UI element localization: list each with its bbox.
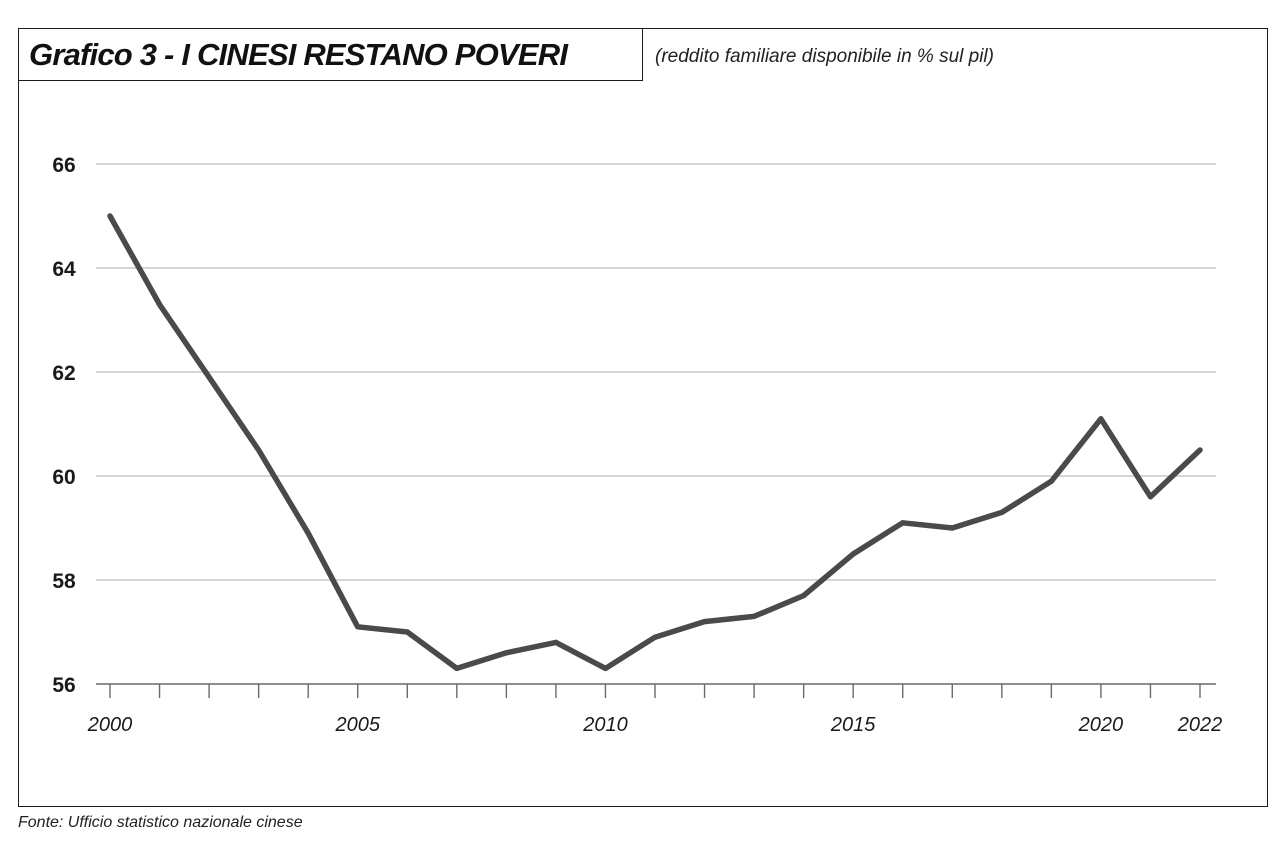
x-tick-label-2000: 2000 [87, 714, 133, 736]
y-tick-label-60: 60 [52, 466, 75, 489]
data-point-2010 [602, 665, 608, 671]
x-tick-label-2015: 2015 [830, 714, 876, 736]
data-point-2019 [1048, 478, 1054, 484]
y-tick-label-56: 56 [52, 674, 75, 697]
x-axis-tick-labels: 2000 2005 2010 2015 2020 2022 [87, 714, 1223, 736]
chart-title: Grafico 3 - I CINESI RESTANO POVERI [29, 36, 568, 72]
data-point-2008 [503, 650, 509, 656]
data-point-2000 [107, 213, 113, 219]
title-box: Grafico 3 - I CINESI RESTANO POVERI [18, 28, 643, 81]
data-point-2014 [801, 593, 807, 599]
data-point-2011 [652, 634, 658, 640]
data-point-2005 [355, 624, 361, 630]
data-point-2003 [256, 447, 262, 453]
data-point-2016 [900, 520, 906, 526]
data-point-2009 [553, 639, 559, 645]
y-tick-label-64: 64 [52, 258, 76, 281]
data-point-2018 [999, 509, 1005, 515]
x-axis [96, 683, 1216, 698]
x-tick-label-2020: 2020 [1078, 714, 1124, 736]
x-tick-label-2010: 2010 [582, 714, 628, 736]
data-point-2021 [1147, 494, 1153, 500]
data-point-2004 [305, 530, 311, 536]
data-point-2015 [850, 551, 856, 557]
data-point-2007 [454, 665, 460, 671]
chart-frame [18, 28, 1268, 807]
data-point-2001 [157, 301, 163, 307]
data-point-2020 [1098, 416, 1104, 422]
gridlines [96, 163, 1216, 581]
data-point-2012 [702, 619, 708, 625]
source-note: Fonte: Ufficio statistico nazionale cine… [18, 814, 303, 831]
y-tick-label-62: 62 [52, 362, 75, 385]
y-tick-label-66: 66 [52, 154, 75, 177]
data-point-2002 [206, 374, 212, 380]
data-point-2022 [1197, 447, 1203, 453]
data-point-2017 [949, 525, 955, 531]
data-point-2013 [751, 613, 757, 619]
chart-subtitle: (reddito familiare disponibile in % sul … [655, 46, 994, 67]
data-series [107, 213, 1203, 672]
data-point-2006 [404, 629, 410, 635]
y-axis-tick-labels: 56 58 60 62 64 66 [52, 154, 76, 697]
x-tick-label-2005: 2005 [334, 714, 380, 736]
y-tick-label-58: 58 [52, 570, 76, 593]
x-tick-label-2022: 2022 [1177, 714, 1223, 736]
